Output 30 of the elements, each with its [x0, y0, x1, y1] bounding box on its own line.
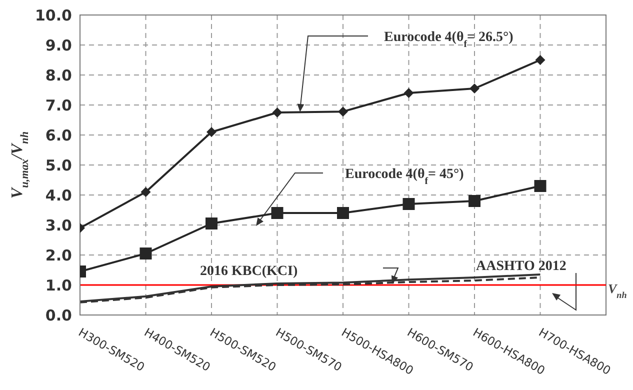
y-tick-label: 8.0 — [45, 66, 72, 84]
point — [206, 127, 216, 137]
y-tick-label: 9.0 — [45, 36, 72, 54]
point — [535, 55, 546, 65]
y-tick-label: 2.0 — [45, 246, 72, 264]
y-tick-label: 5.0 — [45, 156, 72, 174]
point — [468, 195, 480, 207]
point — [206, 218, 218, 230]
ref-line-label: V$_{nh}$ — [608, 281, 627, 300]
series-label: Eurocode 4(θ$_{f}$= 45°) — [345, 167, 464, 186]
point — [338, 106, 348, 117]
point — [271, 207, 284, 219]
series-label: 2016 KBC(KCI) — [200, 264, 298, 279]
y-tick-label: 10.0 — [34, 6, 72, 24]
y-tick-label: 0.0 — [45, 306, 72, 324]
point — [404, 88, 414, 98]
y-tick-label: 4.0 — [45, 186, 72, 204]
series-label: Eurocode 4(θ$_{f}$= 26.5°) — [384, 30, 514, 50]
y-tick-label: 1.0 — [45, 276, 72, 294]
y-tick-label: 3.0 — [45, 216, 72, 234]
point — [402, 198, 415, 210]
series-label: AASHTO 2012 — [476, 259, 566, 274]
point — [272, 108, 282, 118]
point — [140, 187, 151, 197]
point — [534, 180, 546, 192]
point — [140, 248, 152, 260]
point — [337, 207, 349, 219]
point — [470, 84, 480, 94]
y-tick-label: 7.0 — [45, 96, 72, 114]
y-tick-label: 6.0 — [45, 126, 72, 144]
